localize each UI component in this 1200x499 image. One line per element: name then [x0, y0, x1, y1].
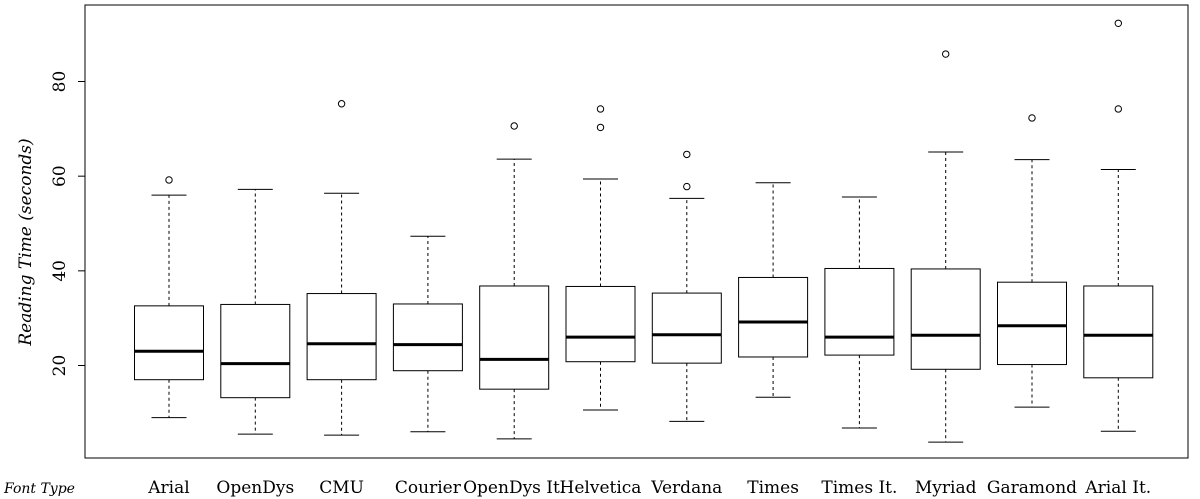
iqr-box: [997, 281, 1067, 366]
iqr-box: [220, 303, 291, 399]
y-tick-label: 40: [50, 260, 70, 282]
category-label: OpenDys It.: [463, 478, 565, 498]
y-axis-label: Reading Time (seconds): [16, 138, 36, 346]
iqr-box: [824, 267, 895, 356]
category-label: Garamond: [987, 478, 1077, 498]
box-garamond: [997, 114, 1067, 408]
iqr-box: [738, 276, 809, 358]
iqr-box: [651, 292, 722, 364]
box-cmu: [306, 100, 377, 436]
outlier-point: [1114, 19, 1123, 27]
box-times-it: [824, 196, 895, 429]
category-label: OpenDys: [216, 478, 294, 498]
outlier-point: [683, 150, 691, 159]
outlier-point: [683, 182, 691, 191]
category-label: Myriad: [915, 478, 977, 498]
y-tick-label: 60: [50, 165, 70, 187]
iqr-box: [134, 305, 204, 381]
category-label: Verdana: [650, 478, 722, 498]
y-axis: 20 40 60 80: [50, 71, 86, 377]
outlier-point: [596, 123, 605, 132]
outlier-point: [942, 50, 950, 58]
box-verdana: [651, 150, 722, 422]
outlier-point: [1114, 105, 1123, 113]
category-labels: Arial OpenDys CMU Courier OpenDys It.Helveti…: [147, 478, 1151, 498]
iqr-box: [910, 268, 981, 370]
category-label: Arial: [147, 478, 189, 498]
outlier-point: [1028, 114, 1036, 122]
box-times: [738, 182, 809, 398]
box-arial: [134, 176, 204, 419]
iqr-box: [479, 285, 550, 390]
iqr-box: [392, 303, 463, 372]
iqr-box: [306, 293, 377, 381]
category-label: Times: [747, 478, 799, 498]
boxes: [134, 19, 1154, 443]
box-opendys: [220, 188, 291, 435]
x-axis-label: Font Type: [3, 481, 75, 497]
category-label: Helvetica: [560, 478, 642, 498]
box-myriad: [910, 50, 981, 443]
iqr-box: [1083, 285, 1154, 379]
outlier-point: [165, 176, 173, 184]
iqr-box: [565, 285, 636, 363]
box-opendys-it: [479, 122, 550, 440]
category-label: CMU: [319, 478, 364, 498]
outlier-point: [510, 122, 518, 130]
y-tick-label: 20: [50, 355, 70, 377]
outlier-point: [596, 105, 605, 113]
box-courier: [392, 235, 463, 433]
y-tick-label: 80: [50, 71, 70, 93]
box-helvetica: [565, 105, 636, 411]
category-label: Times It.: [821, 478, 897, 498]
category-label: Arial It.: [1084, 478, 1151, 498]
box-arial-it: [1083, 19, 1154, 432]
outlier-point: [337, 100, 346, 108]
category-label: Courier: [395, 478, 462, 498]
